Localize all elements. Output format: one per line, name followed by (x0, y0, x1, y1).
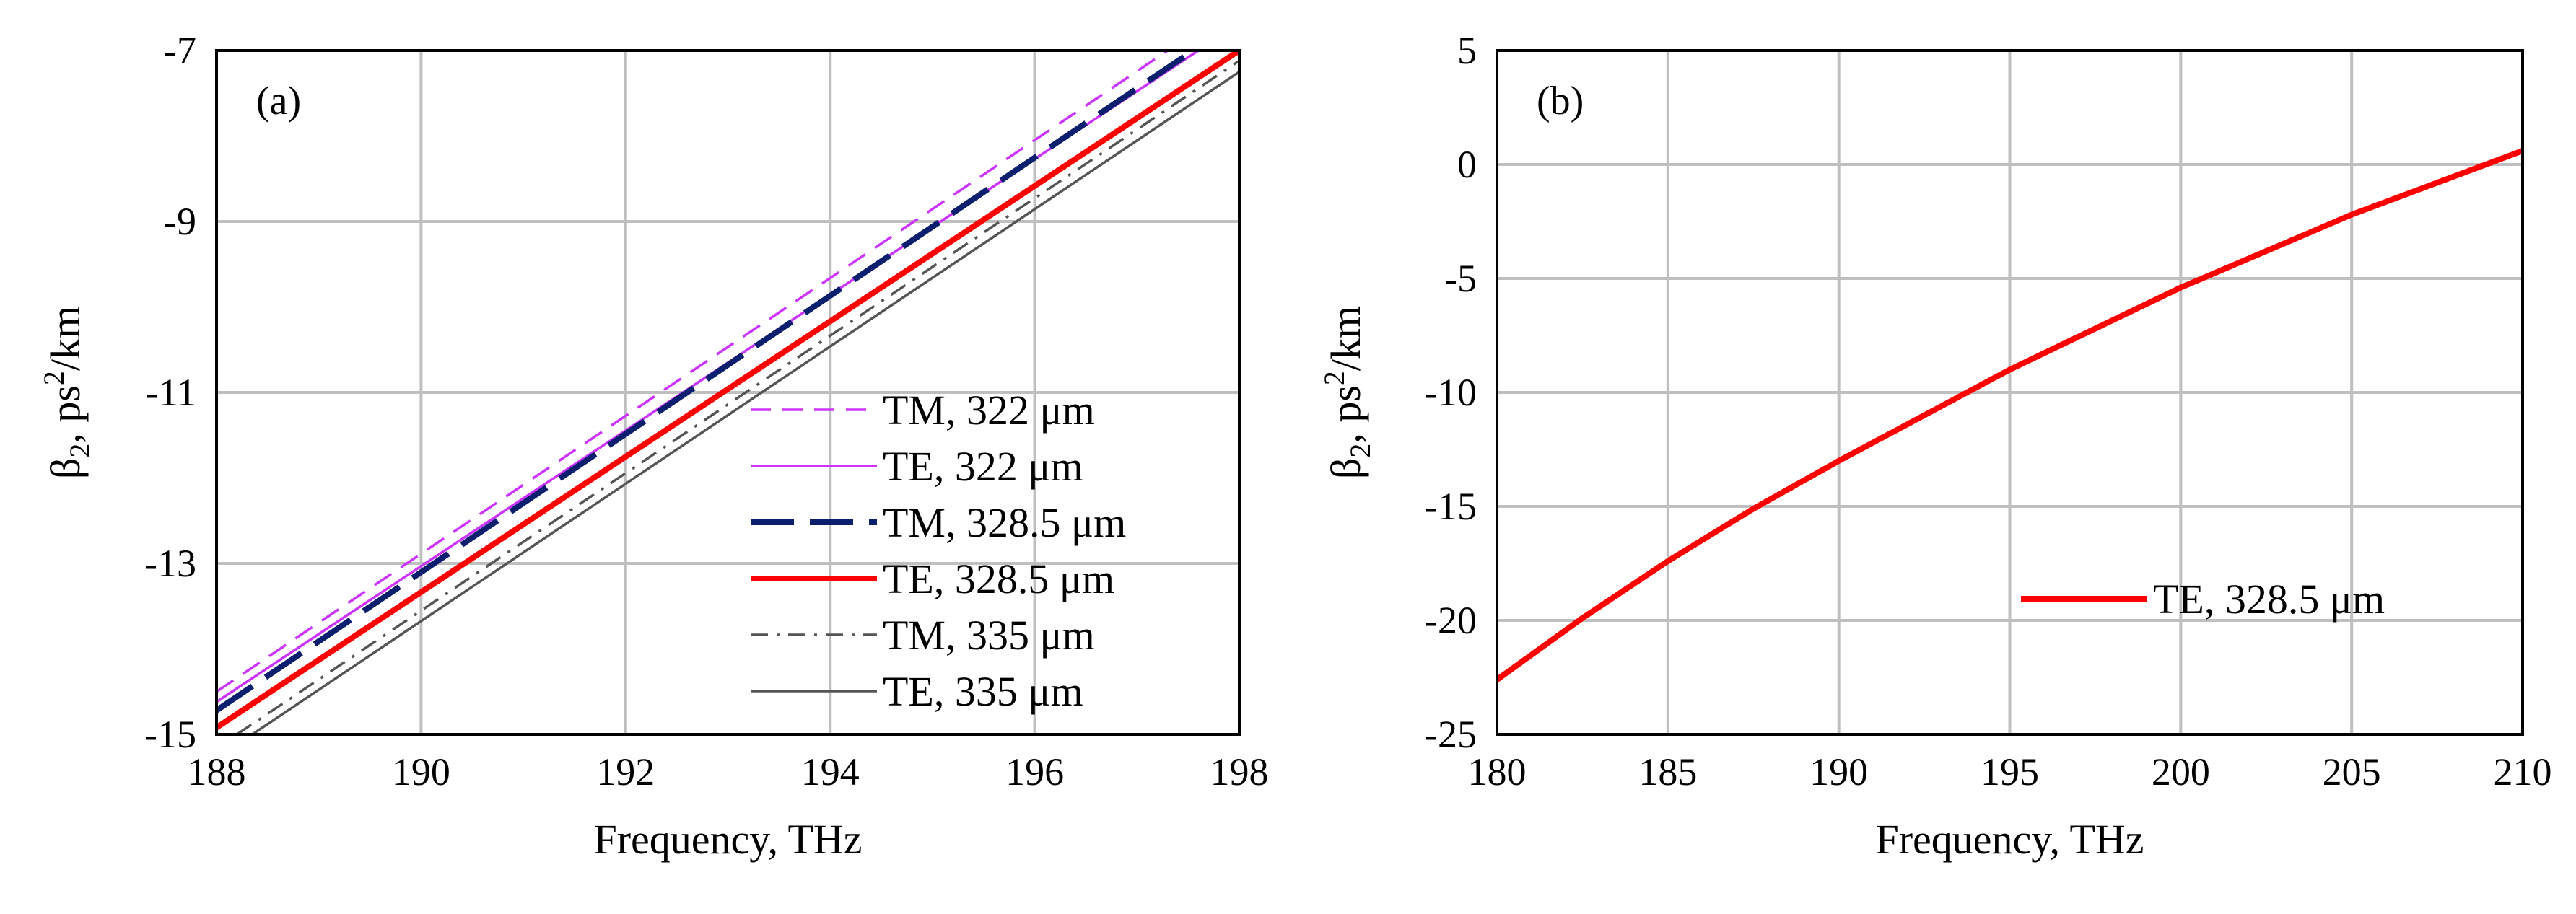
y-tick-label: -15 (1425, 485, 1477, 528)
x-tick-label: 190 (392, 750, 450, 794)
x-tick-label: 205 (2323, 750, 2381, 794)
y-tick-label: -15 (144, 713, 196, 756)
y-axis-label: β2, ps2/km (1318, 306, 1376, 479)
ylabel-beta: β (1322, 458, 1369, 480)
y-axis-label: β2, ps2/km (38, 306, 96, 479)
x-tick-label: 180 (1468, 750, 1527, 794)
ylabel-unit: , ps (1322, 385, 1369, 444)
plot-frame (1496, 49, 2524, 736)
panel-label: (b) (1537, 79, 1584, 123)
x-tick-label: 185 (1638, 750, 1697, 794)
series-line-5 (251, 71, 1239, 734)
legend: TM, 322 μm TE, 322 μm TM, 328.5 μm TE, 328.… (751, 387, 1126, 715)
y-tick-label: -5 (1444, 257, 1477, 300)
ylabel-beta: β (42, 458, 89, 480)
series-line-0 (1497, 148, 2523, 682)
y-tick-label: -11 (146, 371, 196, 414)
x-tick-label: 192 (596, 750, 655, 794)
y-tick-label: -20 (1425, 599, 1477, 642)
x-axis-label: Frequency, THz (1875, 816, 2144, 863)
x-tick-label: 196 (1005, 750, 1064, 794)
y-tick-label: 0 (1457, 143, 1477, 186)
ylabel-superscript: 2 (38, 371, 70, 385)
x-tick-label: 195 (1981, 750, 2039, 794)
y-tick-label: -10 (1425, 371, 1477, 414)
legend-label-1: TE, 322 μm (883, 443, 1083, 490)
y-tick-label: -9 (164, 200, 196, 243)
ylabel-unit: , ps (42, 385, 89, 444)
panel-a: 188 190 192 194 196 198 -15 -13 -11 -9 -7 (a) Freque… (38, 29, 1269, 863)
y-tick-label: -7 (164, 29, 196, 72)
y-tick-label: 5 (1457, 29, 1477, 72)
x-tick-label: 190 (1809, 750, 1868, 794)
legend-label-2: TM, 328.5 μm (883, 499, 1126, 546)
x-tick-label: 210 (2494, 750, 2552, 794)
ylabel-unit-tail: /km (1322, 306, 1369, 371)
ylabel-subscript: 2 (1344, 444, 1376, 458)
legend-label-5: TE, 335 μm (883, 668, 1083, 715)
legend-label-0: TM, 322 μm (883, 387, 1095, 434)
legend-label-4: TM, 335 μm (883, 612, 1095, 659)
series-line-3 (217, 50, 1239, 730)
y-tick-label: -13 (144, 542, 196, 585)
series-line-0 (217, 50, 1169, 693)
x-tick-label: 188 (188, 750, 246, 794)
ylabel-subscript: 2 (64, 444, 96, 458)
x-tick-label: 200 (2152, 750, 2210, 794)
ylabel-superscript: 2 (1318, 371, 1350, 385)
x-tick-label: 194 (801, 750, 860, 794)
ylabel-unit-tail: /km (42, 306, 89, 371)
x-axis-label: Frequency, THz (593, 816, 862, 863)
legend: TE, 328.5 μm (2021, 576, 2385, 623)
series-line-4 (236, 59, 1239, 734)
legend-label-0: TE, 328.5 μm (2153, 576, 2385, 623)
legend-label-3: TE, 328.5 μm (883, 555, 1114, 602)
series-line-2 (217, 50, 1195, 713)
plot-frame (215, 49, 1241, 736)
panel-label: (a) (256, 79, 301, 123)
y-tick-label: -25 (1425, 713, 1477, 756)
x-tick-label: 198 (1210, 750, 1269, 794)
panel-b: 180 185 190 195 200 205 210 -25 -20 -15 -10 -5 0 5 (b)… (1318, 29, 2552, 863)
